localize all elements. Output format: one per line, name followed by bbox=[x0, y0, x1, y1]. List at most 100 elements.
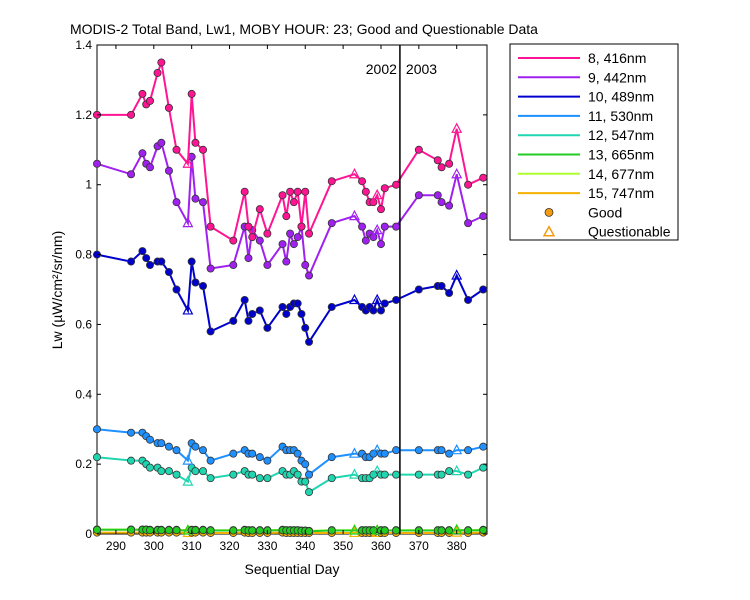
data-point bbox=[172, 470, 181, 479]
questionable-point bbox=[182, 304, 194, 315]
y-tick-label: 1 bbox=[85, 178, 92, 192]
data-point bbox=[191, 467, 200, 476]
questionable-point bbox=[348, 468, 360, 479]
data-point bbox=[327, 526, 336, 535]
legend-label: 11, 530nm bbox=[588, 108, 653, 124]
data-point bbox=[187, 257, 196, 266]
data-point bbox=[327, 474, 336, 483]
questionable-point bbox=[348, 167, 360, 179]
legend-label: Questionable bbox=[588, 224, 671, 240]
data-point bbox=[142, 254, 151, 263]
legend-label: 9, 442nm bbox=[588, 69, 646, 85]
plot-area: 2002 2003 bbox=[93, 44, 488, 538]
series-13-665nm bbox=[93, 523, 488, 536]
data-point bbox=[414, 145, 423, 154]
legend-label: 8, 416nm bbox=[588, 50, 646, 66]
data-point bbox=[187, 89, 196, 98]
data-point bbox=[255, 453, 264, 462]
data-point bbox=[263, 229, 272, 238]
data-point bbox=[199, 526, 208, 535]
data-point bbox=[191, 278, 200, 287]
data-point bbox=[464, 446, 473, 455]
data-point bbox=[327, 177, 336, 186]
y-tick-label: 0.8 bbox=[75, 248, 92, 262]
x-axis-label: Sequential Day bbox=[245, 561, 340, 577]
legend-label: 14, 677nm bbox=[588, 166, 654, 182]
questionable-point bbox=[451, 526, 463, 537]
questionable-point bbox=[451, 443, 463, 455]
data-point bbox=[445, 467, 454, 476]
data-point bbox=[157, 467, 166, 476]
data-point bbox=[248, 449, 257, 458]
questionable-point bbox=[182, 454, 194, 465]
y-tick-label: 0.6 bbox=[75, 317, 92, 331]
legend-label: 15, 747nm bbox=[588, 185, 654, 201]
questionable-point bbox=[182, 475, 194, 486]
data-point bbox=[199, 145, 208, 154]
year-label-2003: 2003 bbox=[406, 61, 437, 77]
series-11-530nm bbox=[93, 425, 488, 479]
x-tick-label: 320 bbox=[220, 539, 240, 553]
questionable-point bbox=[348, 209, 360, 221]
data-point bbox=[433, 156, 442, 165]
y-axis-label: Lw (µW/cm²/sr/nm) bbox=[49, 231, 65, 350]
data-point bbox=[361, 236, 370, 245]
y-tick-label: 1.4 bbox=[75, 38, 92, 52]
questionable-point bbox=[348, 526, 360, 538]
data-point bbox=[229, 261, 238, 270]
data-point bbox=[157, 439, 166, 448]
data-point bbox=[191, 526, 200, 535]
data-point bbox=[240, 295, 249, 304]
data-point bbox=[479, 526, 488, 535]
data-point bbox=[305, 271, 314, 280]
data-point bbox=[206, 222, 215, 231]
data-point bbox=[248, 526, 257, 535]
data-point bbox=[358, 177, 367, 186]
legend-item-15-747nm: 15, 747nm bbox=[518, 185, 654, 201]
y-tick-label: 0.4 bbox=[75, 387, 92, 401]
data-point bbox=[191, 194, 200, 203]
data-point bbox=[376, 240, 385, 249]
data-point bbox=[263, 456, 272, 465]
x-tick-label: 300 bbox=[144, 539, 164, 553]
data-point bbox=[255, 306, 264, 315]
questionable-point bbox=[371, 188, 383, 200]
data-point bbox=[437, 198, 446, 207]
data-point bbox=[479, 212, 488, 221]
data-point bbox=[433, 191, 442, 200]
y-axis: 0 0.2 0.4 0.6 0.8 1 1.2 1.4 bbox=[75, 38, 487, 541]
data-point bbox=[293, 449, 302, 458]
data-point bbox=[127, 170, 136, 179]
legend-items: 8, 416nm 9, 442nm 10, 489nm 11, 530nm 12, 54… bbox=[518, 50, 671, 240]
data-point bbox=[199, 467, 208, 476]
data-point bbox=[358, 222, 367, 231]
data-point bbox=[244, 316, 253, 325]
data-point bbox=[289, 198, 298, 207]
data-point bbox=[93, 453, 102, 462]
series-layer bbox=[93, 58, 488, 538]
data-point bbox=[293, 187, 302, 196]
data-point bbox=[293, 470, 302, 479]
questionable-point bbox=[348, 293, 360, 305]
data-point bbox=[278, 191, 287, 200]
data-point bbox=[263, 323, 272, 332]
data-point bbox=[157, 58, 166, 67]
questionable-point bbox=[451, 269, 463, 280]
data-point bbox=[445, 526, 454, 535]
data-point bbox=[297, 222, 306, 231]
data-point bbox=[172, 145, 181, 154]
data-point bbox=[445, 288, 454, 297]
data-point bbox=[380, 299, 389, 308]
data-point bbox=[164, 526, 173, 535]
plot-frame bbox=[96, 44, 488, 535]
data-point bbox=[127, 428, 136, 437]
x-tick-label: 360 bbox=[371, 539, 391, 553]
data-point bbox=[127, 525, 136, 534]
data-point bbox=[138, 89, 147, 98]
data-point bbox=[172, 526, 181, 535]
data-point bbox=[199, 198, 208, 207]
data-point bbox=[464, 180, 473, 189]
data-point bbox=[301, 261, 310, 270]
legend-label: Good bbox=[588, 204, 622, 220]
